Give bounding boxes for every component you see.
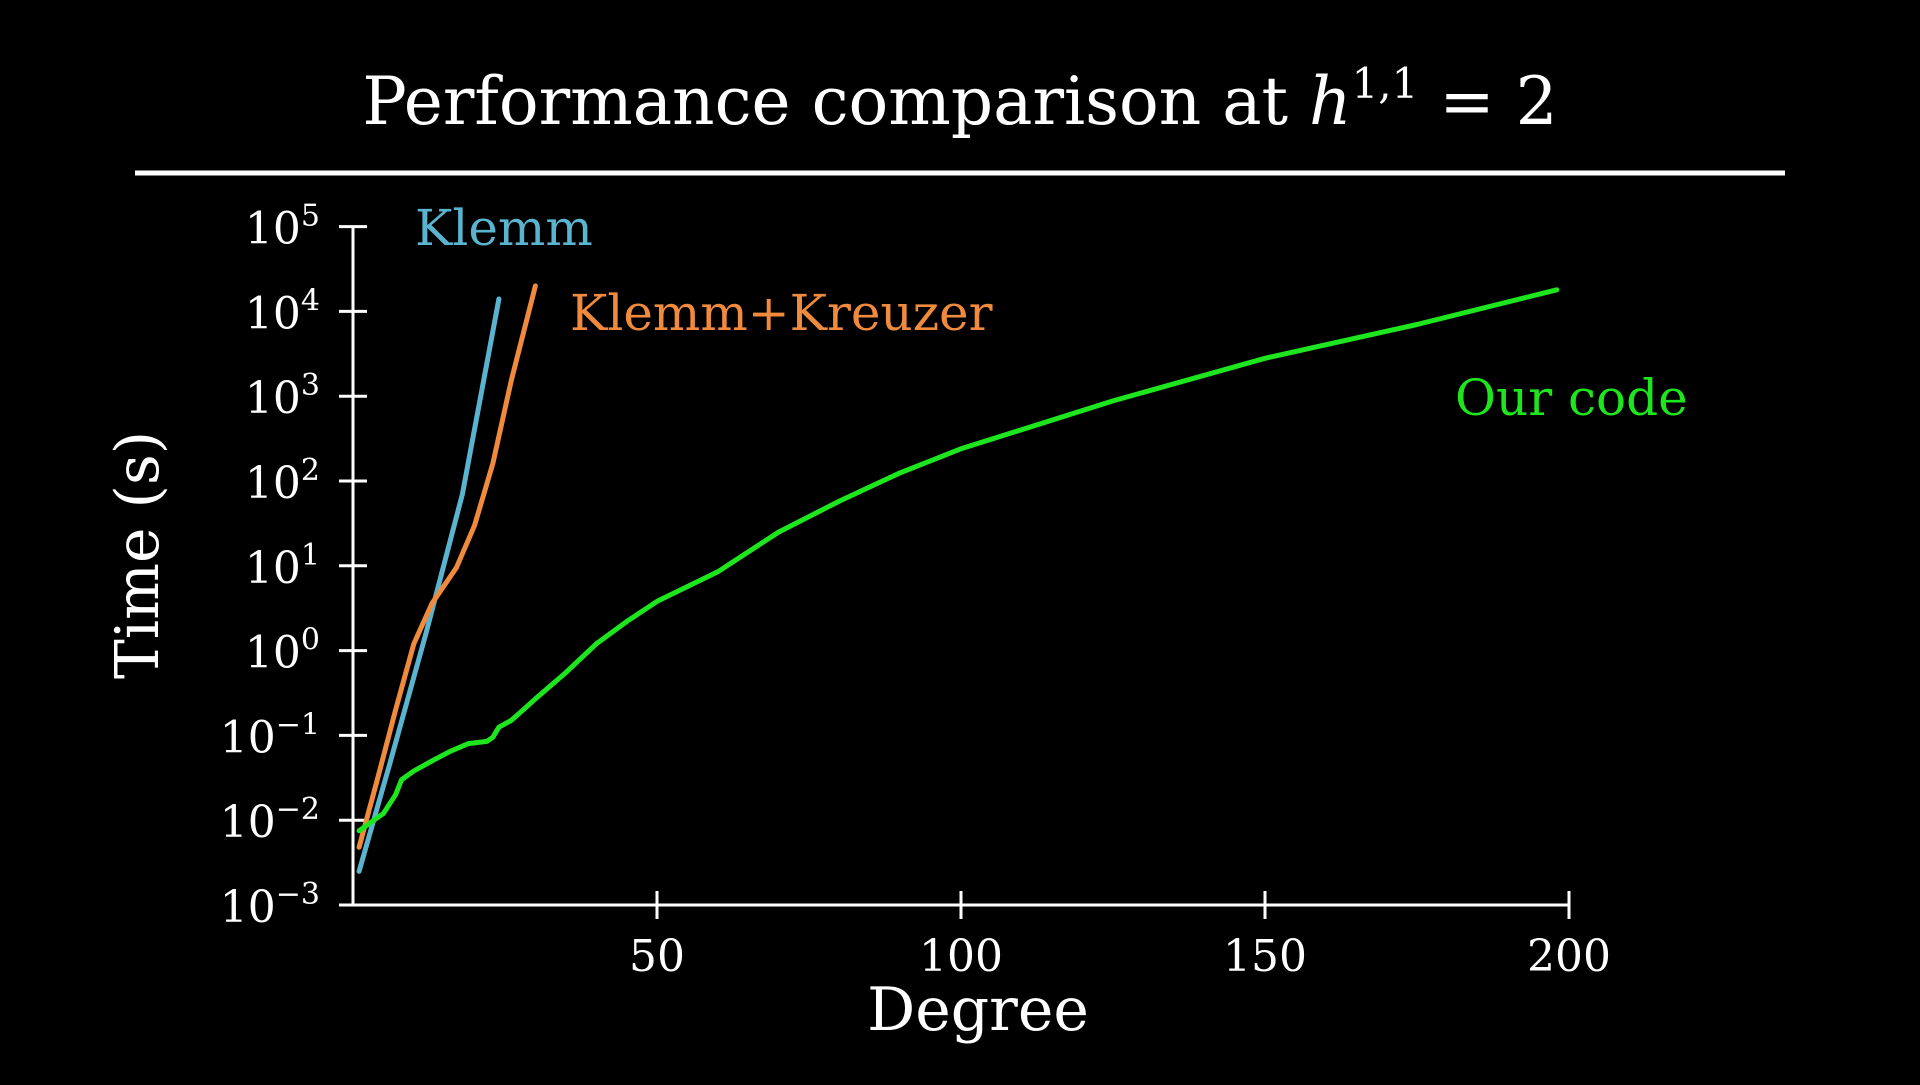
y-tick-label-exponent: 0 (301, 623, 320, 658)
chart-title-prefix: Performance comparison at (362, 63, 1309, 140)
y-tick-label: 102 (245, 453, 320, 509)
x-tick-label: 150 (1223, 931, 1307, 982)
y-tick-label-base: 10 (220, 882, 276, 933)
chart-title: Performance comparison at h1,1 = 2 (362, 59, 1557, 140)
y-tick-label: 10−1 (220, 707, 320, 763)
y-tick-label: 101 (245, 538, 320, 594)
y-tick-label: 105 (245, 199, 320, 255)
series-label-klemm-kreuzer: Klemm+Kreuzer (570, 284, 993, 342)
series-group (356, 283, 1560, 874)
chart-title-superscript: 1,1 (1352, 59, 1419, 108)
y-tick-label: 104 (245, 283, 320, 339)
chart-title-variable: h (1309, 63, 1352, 140)
y-tick-label: 103 (245, 368, 320, 424)
y-tick-label-exponent: 1 (301, 538, 320, 573)
chart-title-suffix: = 2 (1418, 63, 1557, 140)
y-tick-label-base: 10 (245, 288, 301, 339)
x-axis-label: Degree (867, 975, 1089, 1045)
y-axis-label: Time (s) (103, 431, 173, 679)
y-tick-label-exponent: −3 (276, 877, 320, 912)
y-tick-label-base: 10 (245, 204, 301, 255)
y-tick-label-base: 10 (245, 373, 301, 424)
y-tick-label: 100 (245, 623, 320, 679)
y-tick-label-exponent: −2 (276, 792, 320, 827)
y-tick-label-base: 10 (245, 543, 301, 594)
y-tick-label-base: 10 (220, 797, 276, 848)
y-tick-label-exponent: 2 (301, 453, 320, 488)
x-tick-label: 200 (1527, 931, 1611, 982)
y-tick-label-base: 10 (220, 712, 276, 763)
x-tick-label: 50 (629, 931, 685, 982)
series-line-klemm-kreuzer (356, 283, 538, 850)
series-line-our-code (356, 287, 1560, 834)
series-label-klemm: Klemm (415, 199, 593, 257)
y-tick-label-exponent: −1 (276, 707, 320, 742)
y-tick-label: 10−3 (220, 877, 320, 933)
y-tick-label-base: 10 (245, 458, 301, 509)
series-label-our-code: Our code (1455, 369, 1688, 427)
y-tick-label-exponent: 5 (301, 199, 320, 234)
x-tick-label: 100 (919, 931, 1003, 982)
y-tick-label-exponent: 3 (301, 368, 320, 403)
y-tick-label-base: 10 (245, 628, 301, 679)
series-line-klemm (356, 296, 502, 874)
x-ticks-group: 50 100 150 200 (629, 891, 1611, 982)
y-tick-label-exponent: 4 (301, 283, 320, 318)
y-tick-label: 10−2 (220, 792, 320, 848)
